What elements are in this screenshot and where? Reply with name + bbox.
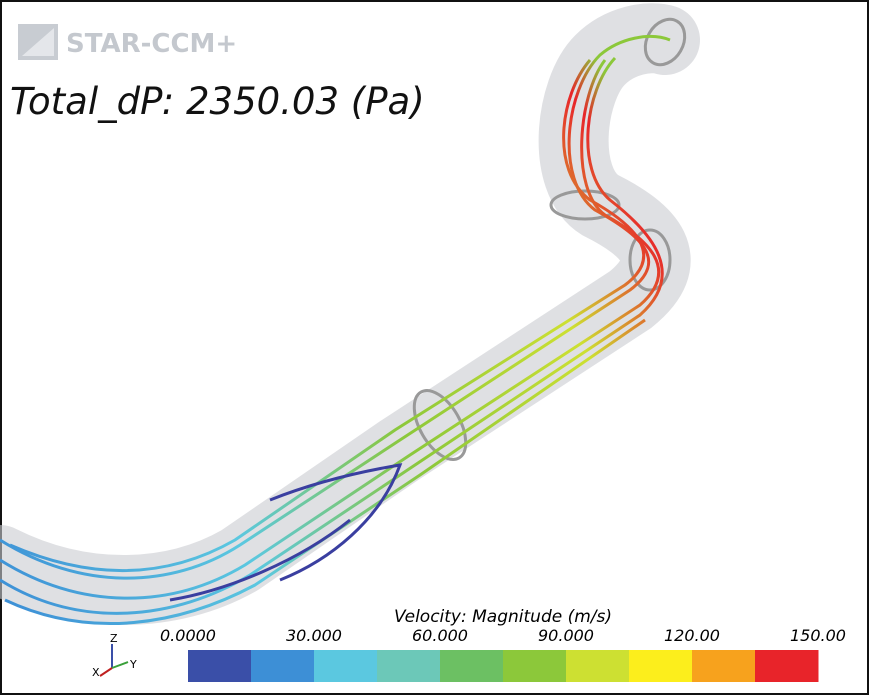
colorbar-segment <box>755 650 819 682</box>
axis-triad: Z Y X <box>92 632 137 679</box>
slow-streamlines <box>169 463 403 602</box>
streamline <box>169 518 351 602</box>
title: Total_dP: 2350.03 (Pa) <box>10 80 425 123</box>
axis-label: X <box>92 666 100 679</box>
pipe-flange <box>628 228 672 292</box>
colorbar-segment <box>566 650 630 682</box>
axis-label: Z <box>110 632 118 645</box>
axis-y <box>111 661 129 669</box>
colorbar-tick-label: 90.000 <box>538 626 594 645</box>
colorbar-tick-label: 120.00 <box>664 626 720 645</box>
axis-label: Y <box>129 658 137 671</box>
pipe-flange <box>412 389 468 461</box>
logo-text: STAR-CCM+ <box>66 29 237 59</box>
colorbar-title: Velocity: Magnitude (m/s) <box>394 607 612 627</box>
streamline <box>4 318 646 626</box>
colorbar-segment <box>251 650 315 682</box>
colorbar-tick-label: 60.000 <box>412 626 468 645</box>
streamline <box>0 59 661 600</box>
pipe-flange <box>549 189 621 221</box>
logo-icon-shape <box>22 28 54 56</box>
colorbar-segment <box>314 650 378 682</box>
streamlines <box>0 35 671 626</box>
colorbar-tick-label: 30.000 <box>286 626 342 645</box>
axis-x <box>99 667 113 677</box>
colorbar-segment <box>440 650 504 682</box>
colorbar-segment <box>503 650 567 682</box>
streamline <box>9 59 646 573</box>
logo: STAR-CCM+ <box>18 24 237 60</box>
colorbar: 0.0000 30.000 60.000 90.000 120.00 150.00 <box>160 626 846 682</box>
pipe <box>0 3 700 625</box>
colorbar-tick-label: 150.00 <box>790 626 846 645</box>
colorbar-segment <box>377 650 441 682</box>
streamline <box>269 463 403 582</box>
colorbar-tick-label: 0.0000 <box>160 626 216 645</box>
colorbar-segment <box>692 650 756 682</box>
colorbar-segment <box>629 650 693 682</box>
pipe-body <box>0 3 700 625</box>
pipe-flange <box>643 17 687 67</box>
colorbar-segment <box>188 650 252 682</box>
streamline <box>0 56 664 615</box>
